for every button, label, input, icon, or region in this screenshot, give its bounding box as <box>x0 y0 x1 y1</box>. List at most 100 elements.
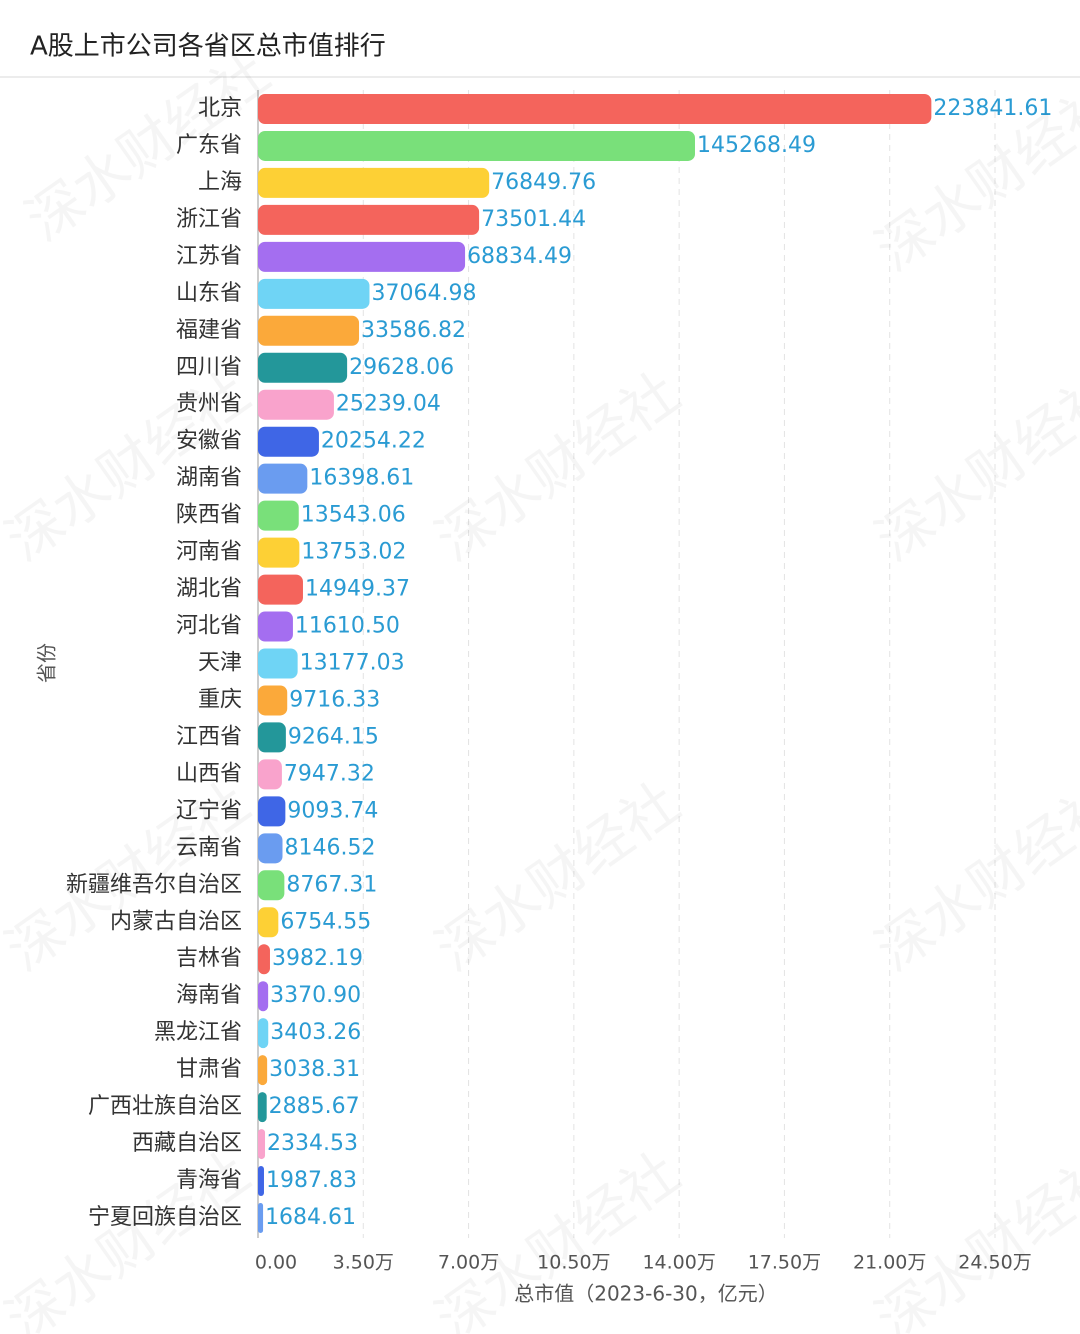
value-label: 3982.19 <box>272 946 363 971</box>
bar <box>258 1018 269 1049</box>
x-axis-label: 总市值（2023-6-30，亿元） <box>514 1282 778 1306</box>
category-label: 四川省 <box>176 355 242 380</box>
bar <box>258 722 286 753</box>
chart-title: A股上市公司各省区总市值排行 <box>30 32 386 62</box>
category-label: 青海省 <box>176 1168 242 1193</box>
x-tick-label: 3.50万 <box>333 1252 394 1274</box>
category-label: 云南省 <box>176 835 242 860</box>
value-label: 37064.98 <box>371 281 476 306</box>
bar <box>258 870 285 901</box>
category-label: 内蒙古自治区 <box>110 909 242 934</box>
category-label: 宁夏回族自治区 <box>88 1205 242 1230</box>
category-label: 陕西省 <box>176 503 242 528</box>
value-label: 25239.04 <box>336 392 441 417</box>
value-label: 3370.90 <box>270 983 361 1008</box>
category-label: 甘肃省 <box>176 1057 242 1082</box>
bar <box>258 759 282 790</box>
category-label: 黑龙江省 <box>154 1020 242 1045</box>
category-label: 广西壮族自治区 <box>88 1094 242 1119</box>
value-label: 13753.02 <box>301 540 406 565</box>
value-label: 1987.83 <box>266 1168 357 1193</box>
value-label: 11610.50 <box>295 614 400 639</box>
bar <box>258 981 269 1012</box>
value-label: 223841.61 <box>933 96 1052 121</box>
value-label: 8767.31 <box>286 872 377 897</box>
value-label: 2334.53 <box>267 1131 358 1156</box>
category-label: 湖北省 <box>176 577 242 602</box>
bar <box>258 167 490 198</box>
bar <box>258 389 334 420</box>
value-label: 8146.52 <box>285 835 376 860</box>
bar <box>258 426 319 457</box>
category-label: 浙江省 <box>176 207 242 232</box>
value-label: 33586.82 <box>361 318 466 343</box>
value-label: 2885.67 <box>269 1094 360 1119</box>
y-axis-label: 省份 <box>35 643 59 683</box>
value-label: 13177.03 <box>300 651 405 676</box>
x-tick-label: 24.50万 <box>958 1252 1031 1274</box>
category-label: 上海 <box>198 170 242 195</box>
category-label: 湖南省 <box>176 466 242 491</box>
value-label: 145268.49 <box>697 133 816 158</box>
category-label: 西藏自治区 <box>132 1131 242 1156</box>
bar <box>258 685 288 716</box>
bar <box>258 537 300 568</box>
bar <box>258 463 308 494</box>
category-label: 天津 <box>198 651 242 676</box>
category-label: 福建省 <box>176 318 242 343</box>
category-label: 吉林省 <box>176 946 242 971</box>
value-label: 76849.76 <box>491 170 596 195</box>
value-label: 9093.74 <box>287 798 378 823</box>
bar <box>258 500 299 531</box>
bar <box>258 574 303 605</box>
bar <box>258 648 298 679</box>
bar <box>258 1055 268 1086</box>
category-label: 广东省 <box>176 133 242 158</box>
x-tick-label: 14.00万 <box>642 1252 715 1274</box>
bar <box>258 204 480 235</box>
value-label: 73501.44 <box>481 207 586 232</box>
value-label: 20254.22 <box>321 429 426 454</box>
category-label: 江西省 <box>176 724 242 749</box>
bar <box>258 278 370 309</box>
value-label: 13543.06 <box>301 503 406 528</box>
category-label: 贵州省 <box>176 392 242 417</box>
x-tick-label: 7.00万 <box>438 1252 499 1274</box>
value-label: 3403.26 <box>270 1020 361 1045</box>
category-label: 河北省 <box>176 614 242 639</box>
bar <box>258 241 466 272</box>
category-label: 海南省 <box>176 983 242 1008</box>
bar <box>258 1092 267 1123</box>
category-label: 重庆 <box>198 687 242 712</box>
bar <box>258 1129 266 1160</box>
bar <box>258 352 348 383</box>
bar <box>258 1166 264 1197</box>
value-label: 3038.31 <box>269 1057 360 1082</box>
category-label: 辽宁省 <box>176 798 242 823</box>
bar <box>258 833 283 864</box>
value-label: 7947.32 <box>284 761 375 786</box>
category-label: 北京 <box>198 96 242 121</box>
bar <box>258 1203 264 1233</box>
category-label: 山西省 <box>176 761 242 786</box>
value-label: 14949.37 <box>305 577 410 602</box>
bar <box>258 796 286 827</box>
value-label: 16398.61 <box>309 466 414 491</box>
bar <box>258 944 270 975</box>
x-tick-label: 10.50万 <box>537 1252 610 1274</box>
bar <box>258 315 360 346</box>
bar <box>258 130 695 161</box>
x-tick-label: 17.50万 <box>748 1252 821 1274</box>
category-label: 新疆维吾尔自治区 <box>66 872 242 897</box>
category-label: 安徽省 <box>176 429 242 454</box>
x-tick-label: 0.00 <box>255 1252 297 1274</box>
value-label: 29628.06 <box>349 355 454 380</box>
bar <box>258 94 932 124</box>
bar <box>258 907 279 938</box>
category-label: 山东省 <box>176 281 242 306</box>
value-label: 9716.33 <box>289 687 380 712</box>
category-label: 江苏省 <box>176 244 242 269</box>
